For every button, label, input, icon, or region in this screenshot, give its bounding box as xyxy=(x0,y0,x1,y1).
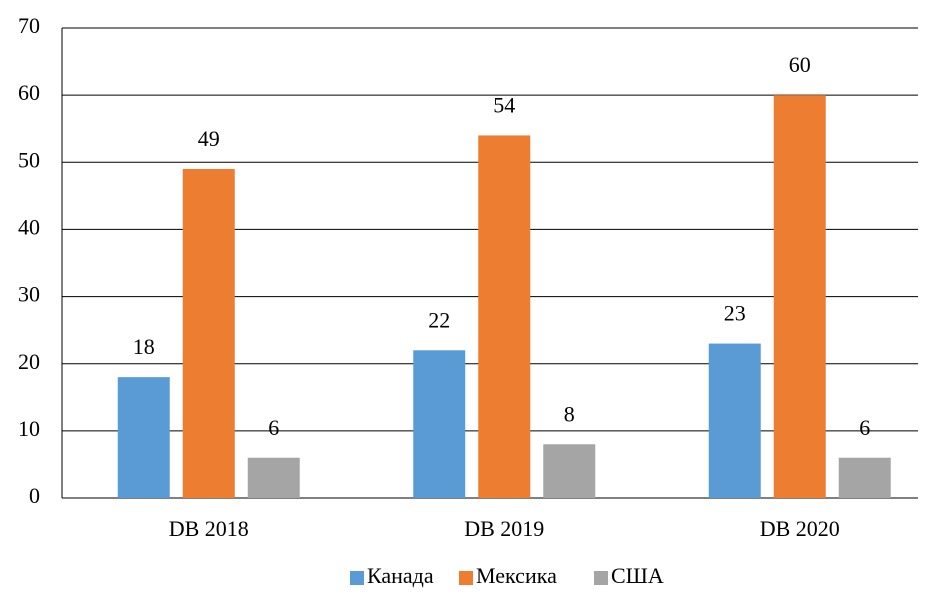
data-label: 22 xyxy=(428,307,450,332)
data-label: 60 xyxy=(789,52,811,77)
bar xyxy=(413,350,466,498)
data-label: 23 xyxy=(724,301,746,326)
bar xyxy=(117,377,170,498)
bar xyxy=(478,135,531,498)
y-tick-label: 30 xyxy=(18,282,40,307)
x-tick-label: DB 2020 xyxy=(760,516,840,541)
data-label: 54 xyxy=(493,92,515,117)
y-tick-label: 10 xyxy=(18,416,40,441)
y-tick-label: 50 xyxy=(18,147,40,172)
y-tick-label: 70 xyxy=(18,13,40,38)
legend-label: Канада xyxy=(367,563,434,588)
data-label: 49 xyxy=(198,126,220,151)
x-tick-label: DB 2018 xyxy=(169,516,249,541)
bar xyxy=(247,457,300,498)
legend-label: Мексика xyxy=(476,563,557,588)
legend-label: США xyxy=(611,563,664,588)
bar xyxy=(708,343,761,498)
bar xyxy=(838,457,891,498)
y-tick-label: 40 xyxy=(18,214,40,239)
y-tick-label: 60 xyxy=(18,80,40,105)
data-label: 6 xyxy=(268,415,279,440)
bar xyxy=(773,95,826,499)
x-tick-label: DB 2019 xyxy=(464,516,544,541)
data-label: 8 xyxy=(564,401,575,426)
y-tick-label: 0 xyxy=(29,483,40,508)
bar xyxy=(543,444,596,498)
bar xyxy=(182,169,235,498)
legend-swatch xyxy=(594,571,608,585)
legend-swatch xyxy=(459,571,473,585)
y-tick-label: 20 xyxy=(18,349,40,374)
data-label: 6 xyxy=(859,415,870,440)
data-label: 18 xyxy=(133,334,155,359)
legend-swatch xyxy=(350,571,364,585)
